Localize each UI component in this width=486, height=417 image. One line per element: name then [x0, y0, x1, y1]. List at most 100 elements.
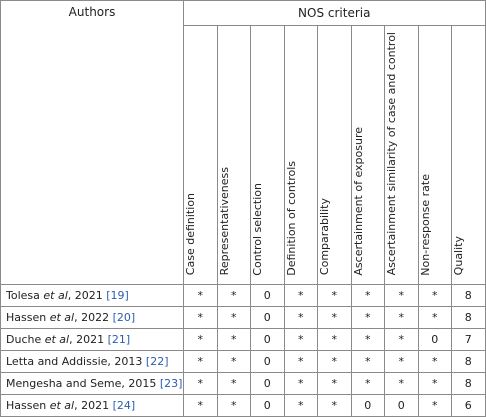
score-cell: *	[317, 350, 352, 374]
score-cell: *	[350, 284, 385, 308]
score-cell: 7	[451, 328, 486, 352]
score-cell: *	[216, 328, 251, 352]
row: Mengesha and Seme, 2015 [23] * * 0 * * * * * 8	[0, 372, 486, 396]
score-cell: *	[216, 394, 251, 417]
column-header: Representativeness	[216, 24, 251, 286]
score-cell: *	[283, 328, 318, 352]
score-cell: *	[283, 306, 318, 330]
year: , 2015	[121, 377, 157, 391]
year: , 2022	[74, 311, 110, 325]
score-cell: *	[384, 306, 419, 330]
author-cell: Mengesha and Seme, 2015 [23]	[0, 372, 184, 396]
score-cell: 0	[384, 394, 419, 417]
reference: [20]	[112, 311, 136, 325]
row: Hassen et al, 2021 [24] * * 0 * * 0 0 * 6	[0, 394, 486, 417]
et-al: et al	[43, 289, 68, 303]
score-cell: *	[183, 350, 218, 374]
et-al: et al	[44, 333, 70, 347]
year: , 2021	[74, 399, 110, 413]
column-header: Case definition	[183, 24, 218, 286]
author-cell: Tolesa et al, 2021 [19]	[0, 284, 184, 308]
score-cell: *	[216, 306, 251, 330]
score-cell: *	[183, 372, 218, 396]
column-label: Quality	[452, 236, 465, 276]
author-name: Tolesa	[6, 289, 40, 303]
column-header: Ascertainment of exposure	[350, 24, 385, 286]
score-cell: *	[417, 394, 452, 417]
author-name: Hassen	[6, 311, 47, 325]
author-cell: Hassen et al, 2021 [24]	[0, 394, 184, 417]
score-cell: 0	[250, 284, 285, 308]
reference: [19]	[106, 289, 129, 303]
column-label: Non-response rate	[418, 173, 432, 276]
score-cell: *	[417, 372, 452, 396]
column-label: Representativeness	[217, 167, 231, 276]
reference: [22]	[145, 355, 169, 369]
score-cell: *	[283, 284, 318, 308]
score-cell: *	[216, 284, 251, 308]
column-header: Quality	[451, 24, 486, 286]
author-name: Letta and Addissie	[6, 355, 108, 369]
score-cell: *	[283, 350, 318, 374]
score-cell: 8	[451, 372, 486, 396]
author-cell: Hassen et al, 2022 [20]	[0, 306, 184, 330]
column-header: Control selection	[250, 24, 285, 286]
score-cell: *	[350, 372, 385, 396]
score-cell: *	[183, 328, 218, 352]
reference: [21]	[107, 333, 131, 347]
score-cell: 0	[250, 372, 285, 396]
score-cell: *	[417, 284, 452, 308]
reference: [24]	[112, 399, 136, 413]
score-cell: *	[183, 394, 218, 417]
authors-header: Authors	[0, 0, 184, 286]
et-al: et al	[49, 311, 75, 325]
score-cell: *	[417, 306, 452, 330]
score-cell: *	[183, 306, 218, 330]
score-cell: *	[417, 350, 452, 374]
score-cell: *	[384, 350, 419, 374]
score-cell: *	[317, 372, 352, 396]
score-cell: *	[216, 372, 251, 396]
column-header: Non-response rate	[417, 24, 452, 286]
author-name: Duche	[6, 333, 42, 347]
score-cell: *	[384, 328, 419, 352]
score-cell: *	[317, 394, 352, 417]
score-cell: *	[317, 328, 352, 352]
score-cell: *	[384, 284, 419, 308]
row: Duche et al, 2021 [21] * * 0 * * * * 0 7	[0, 328, 486, 352]
score-cell: *	[384, 372, 419, 396]
score-cell: 0	[250, 328, 285, 352]
column-header: Ascertainment similarity of case and con…	[384, 24, 419, 286]
group-header: NOS criteria	[183, 0, 486, 26]
row: Letta and Addissie, 2013 [22] * * 0 * * * * * 8	[0, 350, 486, 374]
author-cell: Letta and Addissie, 2013 [22]	[0, 350, 184, 374]
score-cell: 0	[350, 394, 385, 417]
score-cell: *	[183, 284, 218, 308]
score-cell: 6	[451, 394, 486, 417]
score-cell: 8	[451, 284, 486, 308]
score-cell: 8	[451, 306, 486, 330]
score-cell: 0	[417, 328, 452, 352]
author-name: Mengesha and Seme	[6, 377, 122, 391]
et-al: et al	[49, 399, 75, 413]
column-header: Definition of controls	[283, 24, 318, 286]
score-cell: *	[283, 372, 318, 396]
author-name: Hassen	[6, 399, 47, 413]
column-label: Case definition	[184, 193, 197, 276]
reference: [23]	[159, 377, 183, 391]
column-label: Ascertainment of exposure	[351, 126, 365, 276]
score-cell: 0	[250, 350, 285, 374]
score-cell: *	[317, 306, 352, 330]
column-label: Comparability	[318, 198, 331, 276]
column-header: Comparability	[317, 24, 352, 286]
author-cell: Duche et al, 2021 [21]	[0, 328, 184, 352]
score-cell: *	[216, 350, 251, 374]
column-label: Definition of controls	[284, 160, 298, 276]
year: , 2021	[67, 289, 103, 303]
score-cell: *	[283, 394, 318, 417]
score-cell: *	[350, 328, 385, 352]
row: Hassen et al, 2022 [20] * * 0 * * * * * 8	[0, 306, 486, 330]
row: Tolesa et al, 2021 [19] * * 0 * * * * * 8	[0, 284, 486, 308]
